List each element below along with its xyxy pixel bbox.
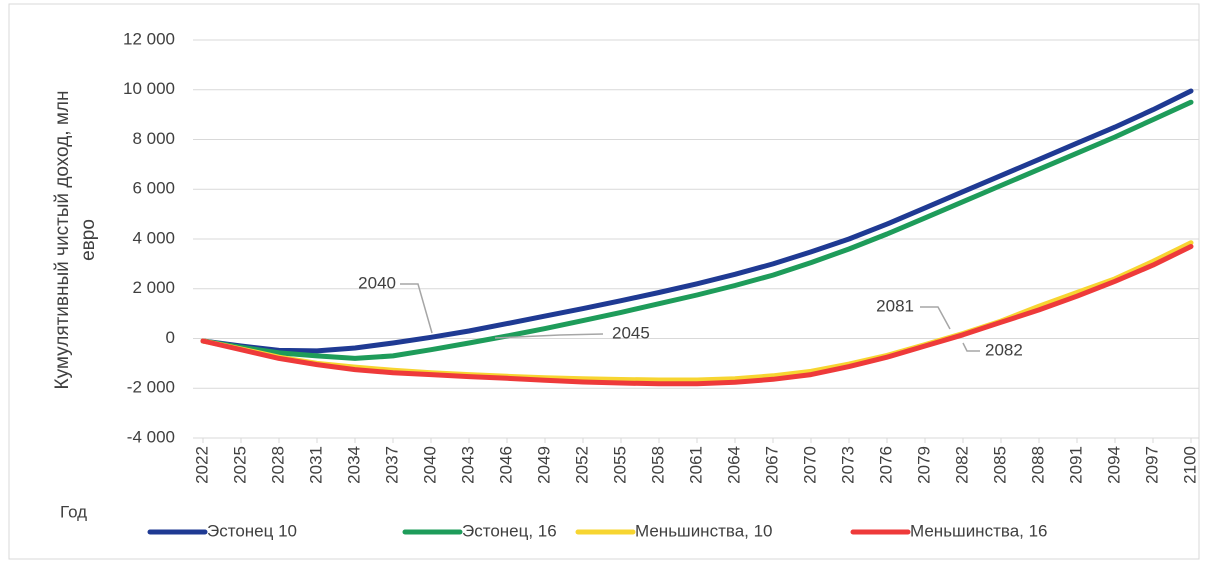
x-tick-label: 2097 (1142, 446, 1161, 484)
y-tick-label: 4 000 (132, 228, 175, 247)
y-axis-label: евро (78, 219, 99, 261)
series-line (200, 244, 1194, 387)
x-tick-label: 2082 (952, 446, 971, 484)
series-line (200, 88, 1194, 354)
annotation: 2082 (985, 340, 1023, 359)
y-tick-label: 0 (166, 328, 175, 347)
annotation-leader (494, 333, 604, 339)
x-tick-label: 2043 (458, 446, 477, 484)
x-tick-label: 2076 (876, 446, 895, 484)
x-tick-label: 2070 (800, 446, 819, 484)
legend-label: Меньшинства, 16 (910, 521, 1048, 540)
legend-label: Эстонец, 16 (462, 521, 557, 540)
x-tick-label: 2022 (192, 446, 211, 484)
legend-label: Эстонец 10 (207, 521, 297, 540)
annotation-leader (962, 342, 980, 352)
y-tick-label: -2 000 (127, 378, 175, 397)
annotation: 2045 (612, 323, 650, 342)
x-tick-label: 2064 (724, 446, 743, 484)
y-tick-label: 12 000 (123, 29, 175, 48)
x-tick-label: 2100 (1180, 446, 1199, 484)
x-tick-label: 2067 (762, 446, 781, 484)
y-tick-label: -4 000 (127, 427, 175, 446)
chart-border (8, 3, 1200, 560)
annotation: 2040 (358, 273, 396, 292)
x-tick-label: 2025 (230, 446, 249, 484)
x-tick-label: 2055 (610, 446, 629, 484)
x-tick-label: 2085 (990, 446, 1009, 484)
legend-label: Меньшинства, 10 (635, 521, 773, 540)
x-tick-label: 2052 (572, 446, 591, 484)
y-tick-label: 2 000 (132, 278, 175, 297)
x-tick-label: 2073 (838, 446, 857, 484)
x-tick-label: 2091 (1066, 446, 1085, 484)
y-tick-label: 10 000 (123, 79, 175, 98)
x-tick-label: 2031 (306, 446, 325, 484)
annotation-leader (920, 306, 951, 330)
y-tick-label: 8 000 (132, 129, 175, 148)
annotation-leader (400, 283, 433, 334)
annotation: 2081 (876, 296, 914, 315)
x-tick-label: 2034 (344, 446, 363, 484)
x-tick-label: 2061 (686, 446, 705, 484)
x-tick-label: 2058 (648, 446, 667, 484)
x-tick-label: 2079 (914, 446, 933, 484)
y-axis-label: Кумулятивный чистый доход, млн (52, 91, 73, 390)
series-line (200, 99, 1194, 361)
x-tick-label: 2040 (420, 446, 439, 484)
x-tick-label: 2028 (268, 446, 287, 484)
x-tick-label: 2037 (382, 446, 401, 484)
x-axis-label: Год (60, 502, 87, 521)
y-tick-label: 6 000 (132, 179, 175, 198)
x-tick-label: 2049 (534, 446, 553, 484)
x-tick-label: 2094 (1104, 446, 1123, 484)
x-tick-label: 2046 (496, 446, 515, 484)
x-tick-label: 2088 (1028, 446, 1047, 484)
